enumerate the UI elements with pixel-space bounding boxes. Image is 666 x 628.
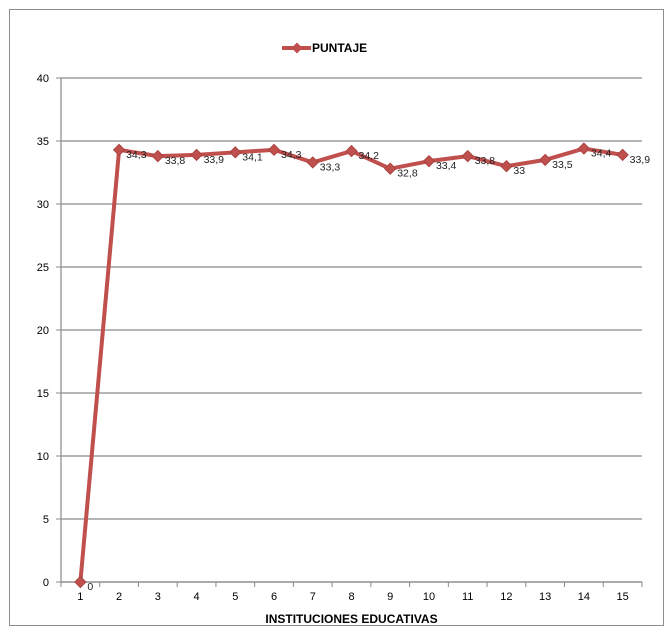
x-tick-label: 6 xyxy=(271,591,277,603)
data-label: 33 xyxy=(513,165,525,177)
x-tick-label: 5 xyxy=(232,591,238,603)
x-tick-label: 13 xyxy=(539,591,551,603)
x-tick-label: 10 xyxy=(423,591,435,603)
y-tick-label: 5 xyxy=(43,514,49,526)
data-label: 34,4 xyxy=(591,148,612,160)
data-point xyxy=(384,162,397,175)
x-tick-label: 11 xyxy=(462,591,473,603)
data-point xyxy=(151,149,165,163)
data-point xyxy=(345,144,358,158)
x-tick-label: 15 xyxy=(617,591,629,603)
data-point xyxy=(190,148,203,162)
data-label: 0 xyxy=(87,581,93,593)
chart-frame: 0 5 10 15 20 25 30 35 40 1 2 3 4 5 6 7 8 9 10 11 12 13 14 15 0… xyxy=(9,9,664,626)
data-label: 33,5 xyxy=(552,159,573,171)
data-labels: 0 34,3 33,8 33,9 34,1 34,3 33,3 34,2 32,8 33,4 33,… xyxy=(87,148,650,593)
data-label: 33,8 xyxy=(165,155,186,167)
x-tick-label: 2 xyxy=(116,591,122,603)
x-tick-label: 3 xyxy=(155,591,161,603)
y-tick-label: 40 xyxy=(37,73,49,85)
data-label: 34,3 xyxy=(281,149,302,161)
gridlines xyxy=(61,77,642,583)
x-tick-label: 9 xyxy=(387,591,393,603)
data-point xyxy=(267,143,281,157)
data-point xyxy=(461,149,474,163)
data-label: 32,8 xyxy=(397,168,418,180)
x-axis-ticks: 1 2 3 4 5 6 7 8 9 10 11 12 13 14 15 xyxy=(60,582,643,603)
x-axis-title: INSTITUCIONES EDUCATIVAS xyxy=(265,612,437,626)
x-tick-label: 7 xyxy=(310,591,316,603)
data-label: 33,8 xyxy=(475,155,496,167)
data-point xyxy=(616,148,629,162)
x-tick-label: 14 xyxy=(578,591,590,603)
data-label: 34,3 xyxy=(126,149,147,161)
data-point xyxy=(500,159,513,173)
y-tick-label: 25 xyxy=(37,262,49,274)
y-tick-label: 15 xyxy=(37,388,49,400)
data-point xyxy=(577,142,591,155)
y-tick-label: 20 xyxy=(37,325,49,337)
x-tick-label: 1 xyxy=(77,591,83,603)
data-point xyxy=(422,154,436,168)
y-tick-label: 0 xyxy=(43,577,49,589)
x-tick-label: 12 xyxy=(500,591,512,603)
data-label: 33,9 xyxy=(204,154,225,166)
x-tick-label: 8 xyxy=(348,591,354,603)
series-puntaje xyxy=(74,142,629,589)
data-label: 34,2 xyxy=(359,150,380,162)
data-point xyxy=(229,146,242,159)
series-line xyxy=(78,146,623,583)
data-point xyxy=(538,153,552,167)
data-label: 33,4 xyxy=(436,160,457,172)
data-label: 34,1 xyxy=(242,151,263,163)
legend: PUNTAJE xyxy=(282,41,367,55)
y-tick-label: 10 xyxy=(37,451,49,463)
data-label: 33,3 xyxy=(320,161,341,173)
diamond-icon xyxy=(291,42,303,54)
data-point xyxy=(74,575,87,589)
x-tick-label: 4 xyxy=(194,591,200,603)
data-point xyxy=(306,156,319,169)
y-tick-label: 35 xyxy=(37,136,49,148)
data-point xyxy=(112,143,126,157)
y-axis-ticks: 0 5 10 15 20 25 30 35 40 xyxy=(37,73,61,589)
legend-label: PUNTAJE xyxy=(312,41,367,55)
y-tick-label: 30 xyxy=(37,199,49,211)
data-label: 33,9 xyxy=(630,154,651,166)
